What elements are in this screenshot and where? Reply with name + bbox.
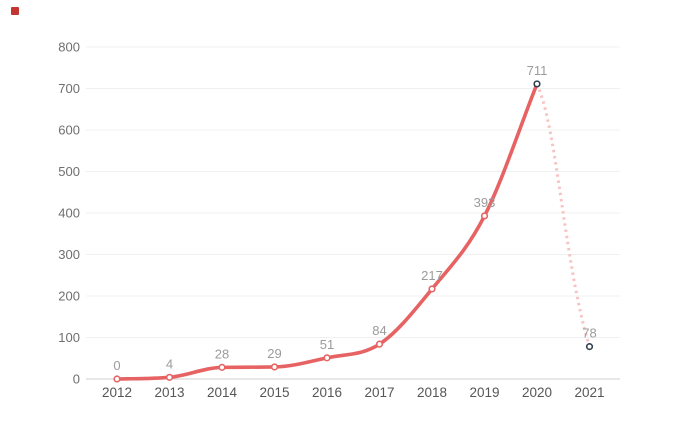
data-point-label: 29 [267, 346, 281, 361]
y-axis-tick-label: 100 [58, 330, 80, 345]
x-axis-tick-label: 2017 [364, 385, 394, 400]
x-axis-tick-label: 2015 [259, 385, 289, 400]
data-point-marker[interactable] [270, 363, 279, 371]
y-axis-tick-label: 400 [58, 206, 80, 221]
x-axis-tick-label: 2019 [469, 385, 499, 400]
data-point-label: 84 [372, 323, 386, 338]
data-point-marker[interactable] [428, 285, 436, 293]
y-axis-tick-label: 300 [58, 247, 80, 262]
data-point-label: 711 [527, 63, 548, 78]
x-axis-tick-label: 2016 [312, 385, 342, 400]
y-axis-tick-label: 0 [73, 372, 80, 387]
data-point-label: 78 [582, 326, 596, 341]
x-axis-tick-label: 2020 [522, 385, 552, 400]
x-axis-tick-label: 2012 [102, 385, 132, 400]
y-axis-tick-label: 700 [58, 81, 80, 96]
x-axis-tick-label: 2014 [207, 385, 238, 400]
x-axis-tick-label: 2018 [417, 385, 447, 400]
data-point-marker[interactable] [375, 340, 384, 348]
legend-swatch[interactable] [11, 7, 19, 15]
data-point-marker[interactable] [218, 363, 226, 371]
data-point-marker[interactable] [533, 80, 541, 88]
series-line-solid [115, 82, 539, 381]
data-point-marker[interactable] [113, 375, 121, 383]
data-point-label: 0 [113, 358, 120, 373]
x-axis-tick-label: 2021 [574, 385, 604, 400]
data-point-label: 4 [166, 356, 173, 371]
series-line-dotted [535, 83, 591, 348]
data-point-label: 393 [474, 195, 496, 210]
data-point-marker[interactable] [480, 212, 489, 220]
data-point-label: 51 [320, 337, 334, 352]
y-axis-tick-label: 600 [58, 123, 80, 138]
x-axis-tick-label: 2013 [154, 385, 184, 400]
data-point-label: 217 [421, 268, 443, 283]
data-point-marker[interactable] [585, 343, 594, 351]
data-point-label: 28 [215, 346, 229, 361]
data-point-marker[interactable] [323, 354, 331, 362]
data-point-marker[interactable] [165, 373, 174, 381]
y-axis-tick-label: 800 [58, 40, 80, 55]
y-axis-tick-label: 500 [58, 164, 80, 179]
y-axis-tick-label: 200 [58, 289, 80, 304]
